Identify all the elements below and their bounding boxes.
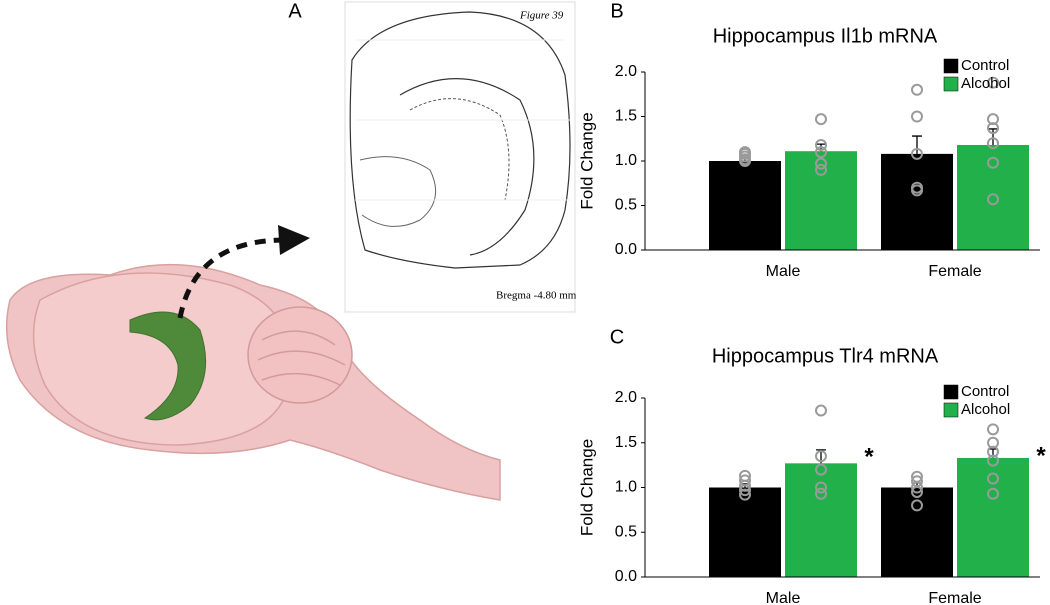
bar (881, 153, 953, 250)
data-point (987, 137, 999, 150)
data-point (815, 404, 827, 417)
data-point (987, 113, 999, 126)
data-point (911, 470, 923, 483)
legend-label: Control (961, 383, 1009, 400)
data-point (739, 488, 751, 501)
bar (785, 151, 857, 250)
y-tick-label: 1.5 (615, 434, 637, 451)
data-point (815, 463, 827, 476)
data-point (815, 157, 827, 170)
y-tick-label: 0.0 (615, 568, 637, 585)
data-point (815, 138, 827, 151)
x-tick-label: Male (766, 590, 801, 605)
data-point (987, 454, 999, 467)
legend-swatch (943, 402, 959, 418)
data-point (987, 423, 999, 436)
legend-swatch (943, 384, 959, 400)
y-tick-label: 0.5 (615, 523, 637, 540)
data-point (987, 487, 999, 500)
error-bar (988, 128, 998, 145)
data-point (815, 163, 827, 176)
bar (785, 463, 857, 577)
data-point (987, 445, 999, 458)
data-point (911, 475, 923, 488)
y-tick-label: 0.0 (615, 241, 637, 258)
x-tick-label: Female (928, 263, 981, 280)
data-point (815, 450, 827, 463)
legend-label: Alcohol (961, 401, 1010, 418)
legend-swatch (943, 58, 959, 74)
y-tick-label: 2.0 (615, 63, 637, 80)
data-point (739, 474, 751, 487)
data-point (987, 436, 999, 449)
brain-illustration (5, 225, 501, 501)
bar (957, 457, 1029, 577)
data-point (911, 499, 923, 512)
x-tick-label: Female (928, 590, 981, 605)
y-tick-label: 1.0 (615, 152, 637, 169)
atlas-figure-label: Figure 39 (519, 10, 564, 22)
data-point (911, 147, 923, 160)
chart-title: Hippocampus Il1b mRNA (713, 25, 938, 47)
bar (709, 487, 781, 577)
panel-label: A (288, 0, 302, 22)
chart-title: Hippocampus Tlr4 mRNA (712, 345, 939, 367)
data-point (911, 110, 923, 123)
data-point (815, 487, 827, 500)
bar (881, 487, 953, 577)
y-axis-label: Fold Change (577, 439, 596, 536)
y-tick-label: 1.0 (615, 479, 637, 496)
data-point (987, 76, 999, 89)
data-point (815, 481, 827, 494)
data-point (911, 181, 923, 194)
y-tick-label: 0.5 (615, 197, 637, 214)
legend-label: Control (961, 57, 1009, 74)
data-point (911, 83, 923, 96)
y-tick-label: 2.0 (615, 389, 637, 406)
panel-label: C (610, 326, 624, 348)
x-tick-label: Male (766, 263, 801, 280)
bar (709, 161, 781, 250)
y-tick-label: 1.5 (615, 108, 637, 125)
error-bar (912, 135, 922, 154)
significance-marker: * (864, 443, 874, 470)
data-point (815, 146, 827, 159)
data-point (739, 146, 751, 159)
atlas-section: Figure 39 Bregma -4.80 mm (344, 1, 577, 313)
significance-marker: * (1036, 442, 1046, 469)
legend-label: Alcohol (961, 75, 1010, 92)
bar (957, 144, 1029, 250)
data-point (987, 193, 999, 206)
atlas-bregma: Bregma -4.80 mm (496, 290, 577, 302)
data-point (815, 113, 827, 126)
data-point (987, 122, 999, 135)
data-point (987, 156, 999, 169)
data-point (987, 472, 999, 485)
data-point (739, 469, 751, 482)
panel-label: B (610, 0, 623, 22)
y-axis-label: Fold Change (577, 112, 596, 209)
legend-swatch (943, 76, 959, 92)
